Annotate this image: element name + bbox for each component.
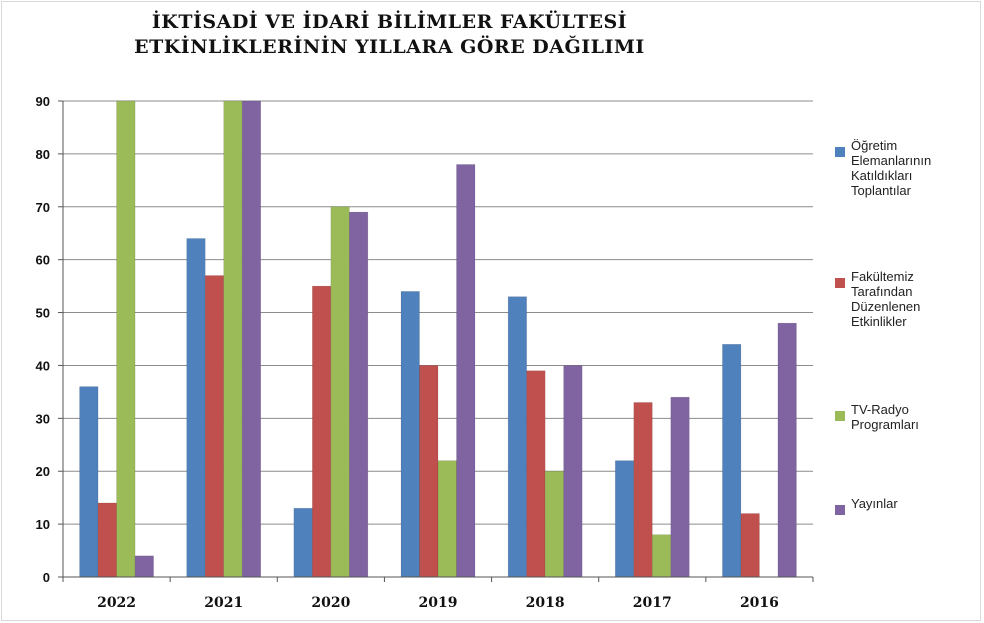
- x-tick-label: 2017: [633, 595, 672, 611]
- y-tick-label: 80: [36, 147, 50, 162]
- x-tick-label: 2022: [97, 595, 136, 611]
- bar-2017-series-3: [651, 534, 672, 578]
- bar-2017-series-4: [670, 396, 690, 578]
- y-tick-label: 20: [36, 464, 50, 479]
- legend-swatch-publications: [835, 505, 845, 515]
- bar-2016-series-4: [777, 322, 797, 578]
- legend-item-tv-radio: TV-Radyo Programları: [835, 402, 980, 432]
- x-tick-label: 2019: [419, 595, 458, 611]
- bar-2020-series-4: [349, 211, 369, 578]
- y-tick-label: 90: [36, 94, 50, 109]
- bar-2018-series-4: [563, 365, 583, 578]
- legend-item-meetings: Öğretim Elemanlarının Katıldıkları Topla…: [835, 138, 980, 198]
- bar-2022-series-1: [79, 386, 99, 578]
- y-tick-label: 0: [43, 570, 50, 585]
- y-tick-label: 10: [36, 517, 50, 532]
- x-tick-label: 2021: [204, 595, 243, 611]
- legend-swatch-events: [835, 278, 845, 288]
- bar-2019-series-3: [437, 460, 457, 578]
- bar-2020-series-1: [293, 507, 313, 578]
- y-tick-label: 40: [36, 358, 50, 373]
- bar-2017-series-1: [614, 460, 635, 578]
- bar-2021-series-4: [241, 100, 262, 578]
- bar-2020-series-3: [330, 206, 350, 578]
- chart-subtitle: ETKİNLİKLERİNİN YILLARA GÖRE DAĞILIMI: [134, 36, 645, 58]
- bar-2019-series-2: [419, 365, 439, 578]
- bar-2021-series-3: [223, 100, 243, 578]
- legend-label-events: Fakültemiz Tarafından Düzenlenen Etkinli…: [851, 269, 921, 329]
- legend-item-publications: Yayınlar: [835, 496, 980, 515]
- bar-2022-series-3: [116, 100, 136, 578]
- x-tick-label: 2016: [740, 595, 779, 611]
- chart-title-block: İKTİSADİ VE İDARİ BİLİMLER FAKÜLTESİ ETK…: [2, 10, 777, 60]
- bar-2022-series-2: [97, 502, 117, 578]
- bar-2017-series-2: [633, 402, 653, 578]
- bar-2018-series-2: [526, 370, 546, 578]
- bar-2021-series-2: [204, 275, 225, 578]
- bar-2021-series-1: [186, 238, 206, 578]
- chart-title: İKTİSADİ VE İDARİ BİLİMLER FAKÜLTESİ: [151, 11, 628, 33]
- x-tick-label: 2018: [526, 595, 565, 611]
- legend-label-publications: Yayınlar: [851, 496, 898, 511]
- bar-2016-series-2: [740, 513, 760, 578]
- bar-2016-series-1: [722, 343, 742, 578]
- bar-2019-series-4: [456, 164, 476, 578]
- y-tick-label: 70: [36, 200, 50, 215]
- bar-2018-series-3: [544, 470, 564, 578]
- bar-2022-series-4: [134, 555, 154, 578]
- y-tick-label: 30: [36, 411, 50, 426]
- legend-swatch-meetings: [835, 147, 845, 157]
- x-tick-label: 2020: [311, 595, 350, 611]
- bar-2018-series-1: [507, 296, 527, 578]
- y-tick-label: 60: [36, 253, 50, 268]
- legend-label-tv-radio: TV-Radyo Programları: [851, 402, 919, 432]
- legend-item-events: Fakültemiz Tarafından Düzenlenen Etkinli…: [835, 269, 980, 329]
- legend-label-meetings: Öğretim Elemanlarının Katıldıkları Topla…: [851, 138, 932, 198]
- bar-2019-series-1: [400, 291, 420, 578]
- legend-swatch-tv-radio: [835, 411, 845, 421]
- y-tick-label: 50: [36, 306, 50, 321]
- bar-2020-series-2: [312, 285, 332, 578]
